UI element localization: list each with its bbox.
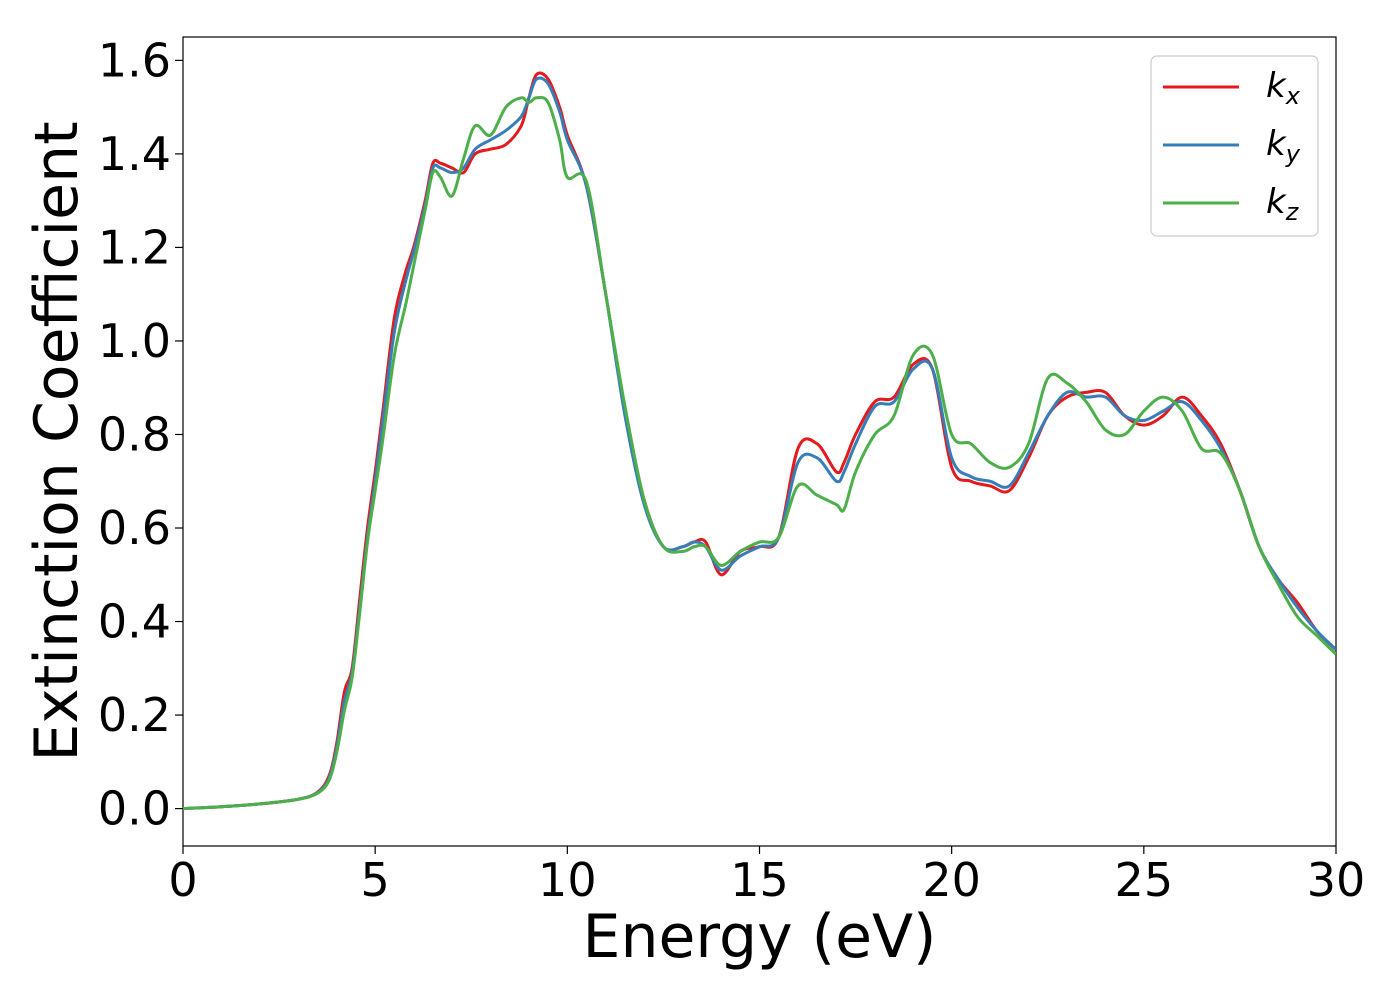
series-layer <box>183 71 1336 811</box>
y-axis-title: Extinction Coefficient <box>22 121 92 761</box>
y-tick-label: 1.4 <box>98 127 171 181</box>
x-tick-label: 20 <box>922 853 981 907</box>
y-tick-label: 0.2 <box>98 688 171 742</box>
y-axis-ticks: 0.0 0.2 0.4 0.6 0.8 1.0 1.2 1.4 1.6 <box>98 33 183 836</box>
y-tick-label: 1.6 <box>98 33 171 87</box>
x-tick-label: 15 <box>730 853 789 907</box>
x-tick-label: 5 <box>361 853 390 907</box>
legend-label-x: kx <box>1266 66 1301 110</box>
legend-label-z: kz <box>1266 182 1300 226</box>
legend-label-y: ky <box>1266 124 1301 168</box>
y-tick-label: 1.2 <box>98 220 171 274</box>
y-tick-label: 0.0 <box>98 782 171 836</box>
x-tick-label: 25 <box>1115 853 1174 907</box>
x-tick-label: 30 <box>1307 853 1366 907</box>
x-tick-label: 10 <box>538 853 597 907</box>
y-tick-label: 0.4 <box>98 595 171 649</box>
x-axis-title: Energy (eV) <box>583 902 937 972</box>
y-tick-label: 1.0 <box>98 314 171 368</box>
y-tick-label: 0.6 <box>98 501 171 555</box>
series-line-z <box>183 95 1336 811</box>
series-line-y <box>183 76 1336 811</box>
x-tick-label: 0 <box>168 853 197 907</box>
x-axis-ticks: 0 5 10 15 20 25 30 <box>168 846 1365 907</box>
y-tick-label: 0.8 <box>98 407 171 461</box>
legend: kx ky kz <box>1150 55 1319 237</box>
